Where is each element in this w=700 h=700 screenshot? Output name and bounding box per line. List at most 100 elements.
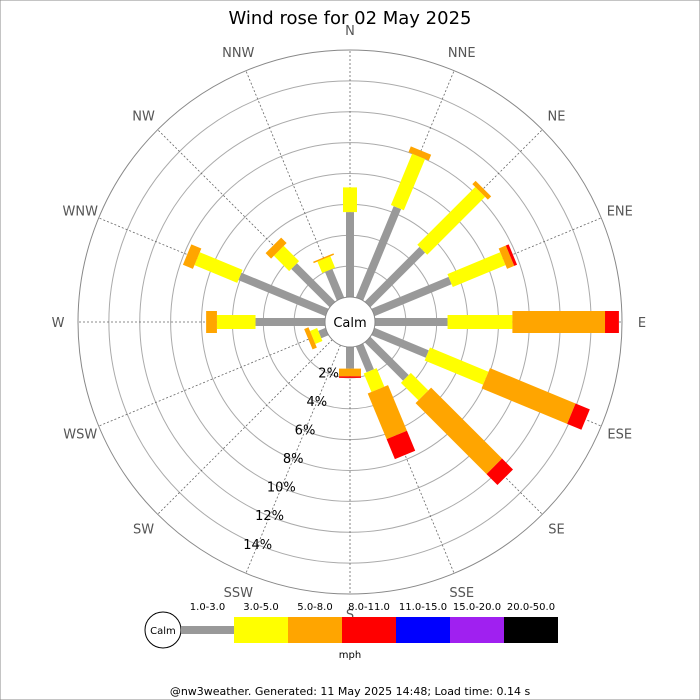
legend-label-3: 5.0-8.0 <box>297 602 332 613</box>
direction-label-wsw: WSW <box>63 428 97 443</box>
bar-segment-e-1 <box>375 318 448 326</box>
legend-unit: mph <box>339 650 361 661</box>
bar-segment-e-2 <box>447 315 513 329</box>
bar-segment-nnw-3 <box>313 253 335 264</box>
spoke-wsw <box>98 331 328 427</box>
bar-segment-s-4 <box>339 376 361 378</box>
bar-nnw <box>313 253 345 301</box>
bar-ene <box>371 244 518 317</box>
bar-segment-sse-1 <box>355 343 374 373</box>
bar-nne <box>355 146 432 301</box>
radial-tick-label-7: 14% <box>243 538 272 553</box>
radial-tick-labels: 2% 4% 6% 8% 10% 12% 14% <box>243 367 339 553</box>
bar-segment-w-1 <box>255 318 325 326</box>
direction-label-ssw: SSW <box>224 586 254 601</box>
bar-segment-sse-4 <box>386 430 416 460</box>
bar-segment-nw-2 <box>273 245 300 272</box>
speed-legend: Calm 1.0-3.0 3.0-5.0 5.0-8.0 8.0-11.0 11.0-15… <box>144 602 558 649</box>
bar-segment-ene-3 <box>498 245 515 269</box>
bar-segment-wsw-2 <box>309 328 323 344</box>
legend-swatch-1 <box>181 626 234 634</box>
bar-segment-wnw-3 <box>182 244 202 269</box>
bar-segment-nne-3 <box>408 146 432 161</box>
calm-circle-shape <box>324 296 376 348</box>
bar-segment-ne-3 <box>472 180 492 200</box>
bar-segment-nnw-1 <box>324 268 345 301</box>
bar-segment-sse-2 <box>363 368 385 392</box>
spoke-ssw <box>245 344 341 574</box>
legend-label-5: 11.0-15.0 <box>399 602 447 613</box>
bar-w <box>206 311 325 333</box>
bar-segment-wsw-3 <box>304 327 317 350</box>
bar-segment-s-3 <box>339 368 361 377</box>
legend-swatch-4 <box>342 617 396 643</box>
bar-segment-ese-3 <box>481 368 576 424</box>
direction-label-nne: NNE <box>448 46 476 61</box>
direction-label-s: S <box>346 608 354 623</box>
legend-swatch-3 <box>288 617 342 643</box>
bar-segment-nne-2 <box>390 153 426 211</box>
legend-swatch-6 <box>450 617 504 643</box>
spoke-sw <box>157 339 333 515</box>
radial-tick-label-4: 8% <box>283 452 304 467</box>
legend-swatch-2 <box>234 617 288 643</box>
bar-wsw <box>304 327 329 350</box>
bar-segment-se-2 <box>400 372 429 401</box>
direction-label-sw: SW <box>133 522 154 537</box>
bar-segment-s-1 <box>346 347 354 369</box>
bar-segment-nw-1 <box>291 263 336 308</box>
radial-tick-label-2: 4% <box>306 395 327 410</box>
bar-segment-se-3 <box>415 387 503 475</box>
bar-segment-e-4 <box>605 311 619 333</box>
bar-segment-n-1 <box>346 212 354 297</box>
legend-label-2: 3.0-5.0 <box>243 602 278 613</box>
direction-label-ne: NE <box>547 110 565 125</box>
outer-ring <box>77 49 623 595</box>
bar-segment-ne-1 <box>364 246 426 308</box>
bar-segment-w-3 <box>206 311 217 333</box>
direction-label-ene: ENE <box>607 204 633 219</box>
footer-text: @nw3weather. Generated: 11 May 2025 14:4… <box>170 685 531 698</box>
legend-calm-label: Calm <box>150 626 176 637</box>
bar-segment-ene-2 <box>447 252 506 287</box>
bar-n <box>343 187 357 297</box>
legend-label-4: 8.0-11.0 <box>348 602 390 613</box>
calm-circle: Calm <box>324 296 376 348</box>
bar-segment-ese-2 <box>424 347 489 385</box>
bar-s <box>339 347 361 378</box>
direction-label-nnw: NNW <box>222 46 254 61</box>
bar-segment-nw-3 <box>265 237 287 259</box>
bar-segment-ese-4 <box>567 403 590 430</box>
radial-tick-label-6: 12% <box>255 509 284 524</box>
bar-segment-ene-1 <box>371 276 452 317</box>
calm-label: Calm <box>333 316 366 331</box>
bar-sse <box>355 343 416 460</box>
legend-swatch-5 <box>396 617 450 643</box>
direction-label-se: SE <box>548 522 564 537</box>
bar-segment-wnw-1 <box>238 272 329 317</box>
bar-nw <box>265 237 336 308</box>
direction-labels: N NNE NE ENE E ESE SE SSE S SSW SW WSW W WNW NW NNW <box>52 24 647 623</box>
radial-tick-label-1: 2% <box>318 367 339 382</box>
direction-label-wnw: WNW <box>63 204 99 219</box>
direction-label-ese: ESE <box>607 428 632 443</box>
wind-bars <box>182 146 619 485</box>
bar-segment-wnw-2 <box>194 252 243 283</box>
bar-segment-nne-1 <box>355 206 402 301</box>
direction-label-nw: NW <box>132 110 155 125</box>
direction-label-n: N <box>345 24 355 39</box>
direction-label-w: W <box>52 316 65 331</box>
bar-ne <box>364 180 492 308</box>
bar-segment-ne-2 <box>417 186 486 255</box>
legend-label-1: 1.0-3.0 <box>190 602 225 613</box>
bar-segment-n-2 <box>343 187 357 213</box>
bar-wnw <box>182 244 329 317</box>
chart-title: Wind rose for 02 May 2025 <box>229 8 472 29</box>
legend-label-6: 15.0-20.0 <box>453 602 501 613</box>
bar-segment-nnw-2 <box>317 256 336 274</box>
bar-segment-ese-1 <box>371 327 429 358</box>
bar-segment-se-4 <box>486 458 513 485</box>
legend-swatch-7 <box>504 617 558 643</box>
